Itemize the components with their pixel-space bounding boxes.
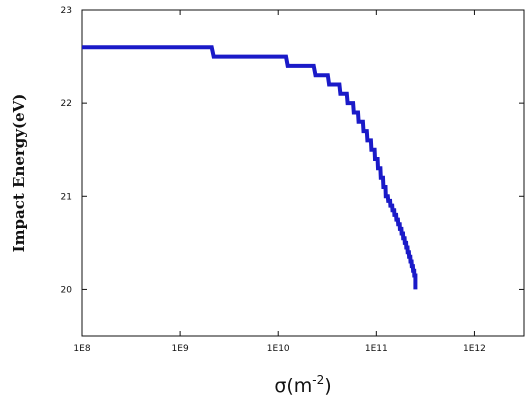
y-axis-label: Impact Energy(eV) bbox=[10, 94, 28, 253]
x-tick-label: 1E8 bbox=[73, 344, 90, 354]
y-tick-label: 23 bbox=[61, 6, 72, 16]
series-line bbox=[82, 45, 418, 290]
x-tick-label: 1E12 bbox=[463, 344, 486, 354]
x-axis-label-exponent: -2 bbox=[312, 373, 324, 387]
x-tick-label: 1E9 bbox=[172, 344, 189, 354]
x-tick-label: 1E11 bbox=[365, 344, 388, 354]
y-tick-label: 20 bbox=[61, 285, 73, 295]
x-axis-label: σ(m-2) bbox=[274, 373, 331, 397]
x-axis-label-close: ) bbox=[324, 375, 331, 397]
x-tick-label: 1E10 bbox=[267, 344, 290, 354]
y-tick-label: 22 bbox=[61, 99, 72, 109]
plot-frame bbox=[81, 9, 525, 337]
tick-group: 1E8 1E9 1E10 1E11 1E12 20 21 22 23 bbox=[61, 6, 524, 354]
y-tick-label: 21 bbox=[61, 192, 72, 202]
x-axis-label-base: σ(m bbox=[274, 375, 312, 397]
